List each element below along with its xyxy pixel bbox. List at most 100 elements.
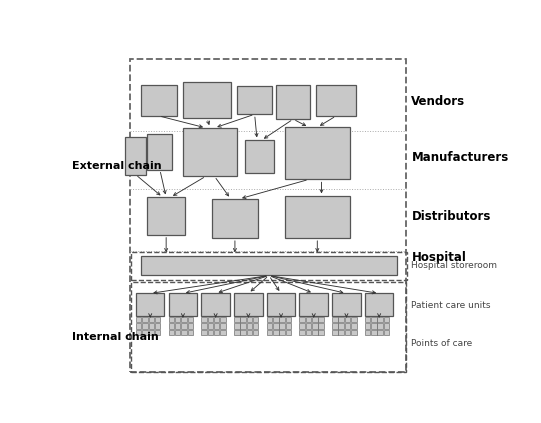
Bar [332,330,338,335]
Bar [208,317,213,322]
Bar [237,85,272,114]
Bar [267,323,272,329]
Bar [306,323,311,329]
Text: Hospital storeroom: Hospital storeroom [411,261,497,269]
Bar [365,294,393,316]
Bar [201,330,207,335]
Bar [253,317,259,322]
Bar [345,323,350,329]
Bar [155,323,160,329]
Bar [253,330,259,335]
Bar [240,323,246,329]
Bar [136,317,141,322]
Bar [149,317,154,322]
Bar [312,323,318,329]
Text: Internal chain: Internal chain [72,332,159,342]
Bar [279,323,285,329]
Bar [149,330,154,335]
Bar [169,317,174,322]
Bar [339,330,344,335]
Bar [141,85,176,116]
Bar [365,323,371,329]
Bar [247,330,252,335]
Bar [147,134,173,170]
Bar [247,317,252,322]
Bar [136,330,141,335]
Bar [316,85,356,116]
Bar [212,199,258,238]
Bar [306,330,311,335]
Bar [345,330,350,335]
Bar [318,323,324,329]
Bar [300,330,305,335]
Bar [286,323,291,329]
Bar [312,317,318,322]
Bar [332,323,338,329]
Bar [188,330,193,335]
Bar [169,294,197,316]
Bar [332,294,361,316]
Bar [155,317,160,322]
Bar [142,317,148,322]
Bar [273,330,279,335]
Bar [188,317,193,322]
Bar [339,317,344,322]
Bar [142,330,148,335]
Bar [378,330,383,335]
Bar [300,317,305,322]
Bar [169,323,174,329]
Bar [214,330,220,335]
Bar [149,323,154,329]
Text: Patient care units: Patient care units [411,301,491,310]
Bar [175,323,180,329]
Text: External chain: External chain [72,162,161,171]
Bar [384,330,389,335]
Bar [267,294,295,316]
Text: Distributors: Distributors [411,210,491,223]
Bar [175,330,180,335]
Bar [130,252,407,280]
Bar [201,294,230,316]
Bar [208,323,213,329]
Bar [245,140,274,173]
Bar [384,317,389,322]
Bar [234,294,262,316]
Bar [240,330,246,335]
Text: Manufacturers: Manufacturers [411,151,509,164]
Bar [183,82,231,118]
Bar [351,330,357,335]
Bar [130,282,406,371]
Bar [188,323,193,329]
Bar [312,330,318,335]
Bar [201,317,207,322]
Bar [378,317,383,322]
Bar [220,323,226,329]
Bar [208,330,213,335]
Bar [247,323,252,329]
Bar [136,294,164,316]
Bar [220,317,226,322]
Bar [351,323,357,329]
Bar [234,330,240,335]
Bar [267,317,272,322]
Bar [267,330,272,335]
Bar [371,323,377,329]
Bar [136,323,141,329]
Bar [234,317,240,322]
Bar [130,59,406,371]
Bar [181,317,187,322]
Bar [351,317,357,322]
Bar [378,323,383,329]
Bar [306,317,311,322]
Bar [142,323,148,329]
Bar [371,317,377,322]
Bar [273,323,279,329]
Bar [285,127,350,179]
Bar [384,323,389,329]
Bar [240,317,246,322]
Bar [147,197,185,235]
Bar [201,323,207,329]
Bar [169,330,174,335]
Bar [181,330,187,335]
Bar [345,317,350,322]
